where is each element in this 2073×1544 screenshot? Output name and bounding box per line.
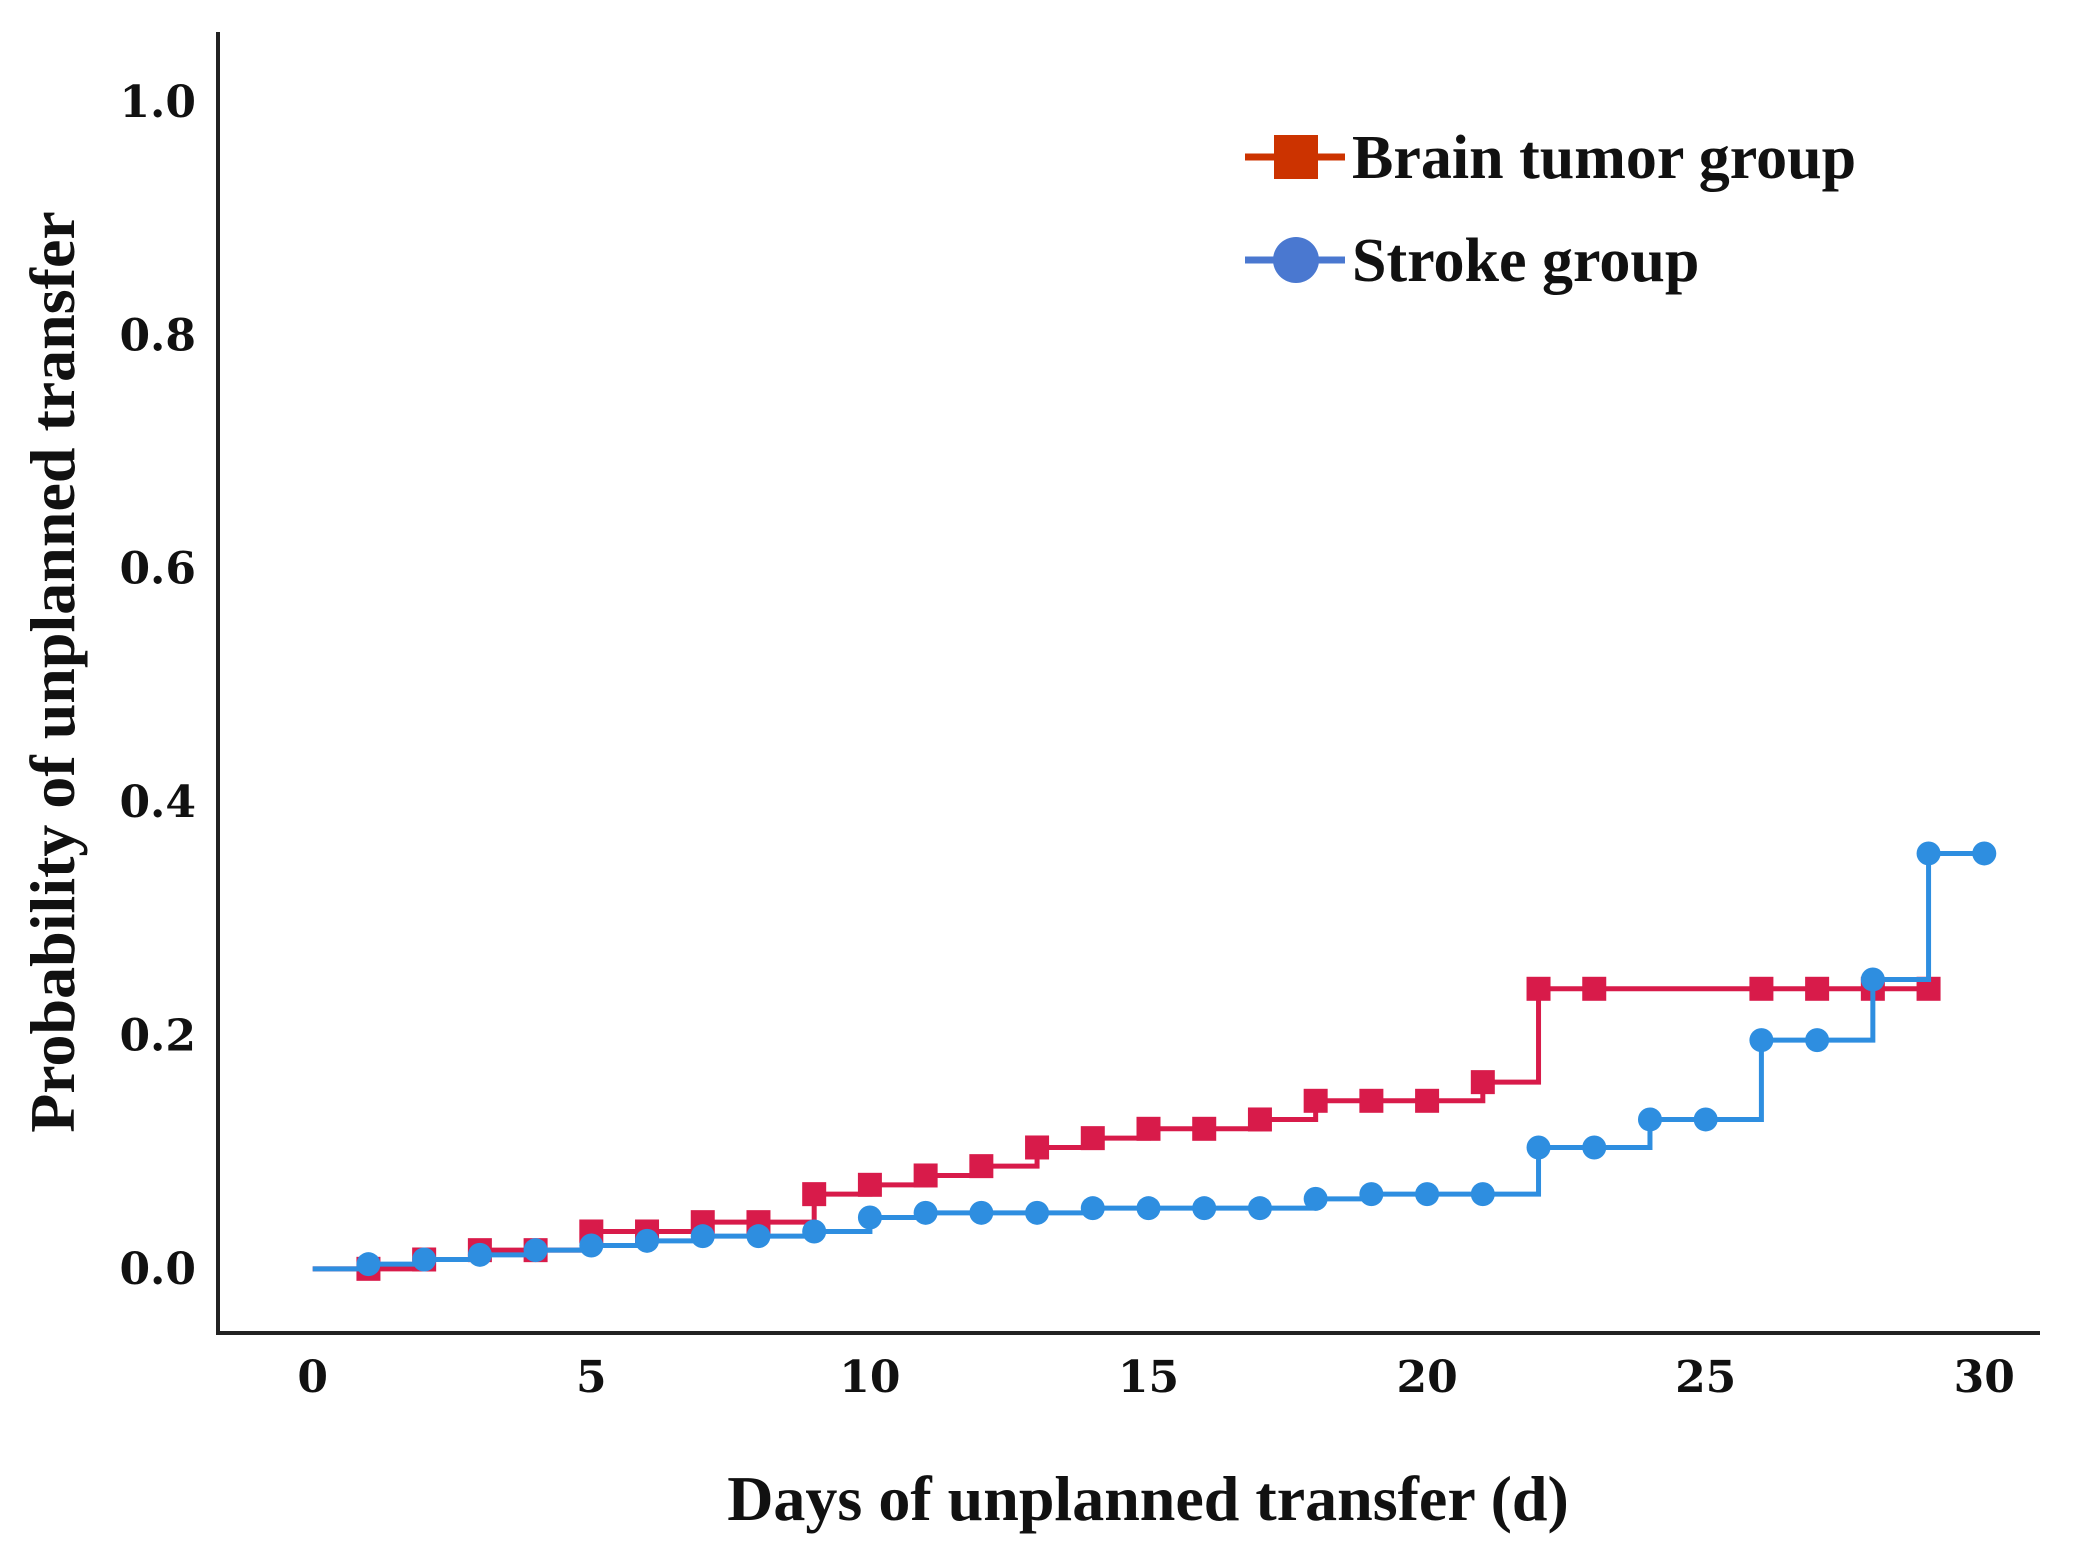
data-point bbox=[802, 1182, 827, 1207]
data-point bbox=[356, 1252, 381, 1277]
data-point bbox=[746, 1224, 771, 1249]
data-point bbox=[857, 1205, 882, 1230]
data-point bbox=[913, 1163, 938, 1188]
data-point bbox=[1582, 976, 1607, 1001]
data-point bbox=[1582, 1135, 1607, 1160]
y-tick-label: 0.2 bbox=[119, 1010, 196, 1061]
x-tick-label: 30 bbox=[1954, 1352, 2015, 1403]
data-point bbox=[1805, 1028, 1830, 1053]
data-point bbox=[1303, 1088, 1328, 1113]
data-point bbox=[1247, 1107, 1272, 1132]
legend: Brain tumor group Stroke group bbox=[1245, 124, 1856, 295]
data-point bbox=[635, 1228, 660, 1253]
data-point bbox=[1415, 1088, 1440, 1113]
y-axis-title: Probability of unplanned transfer bbox=[17, 211, 88, 1133]
legend-item-brain-tumor: Brain tumor group bbox=[1245, 124, 1856, 192]
data-point bbox=[1693, 1107, 1718, 1132]
x-axis-title: Days of unplanned transfer (d) bbox=[727, 1463, 1569, 1534]
legend-marker-circle bbox=[1273, 237, 1319, 283]
series-line bbox=[312, 986, 1929, 1272]
data-point bbox=[1916, 841, 1941, 866]
data-point bbox=[913, 1200, 938, 1225]
legend-item-stroke: Stroke group bbox=[1245, 227, 1699, 295]
data-point bbox=[1470, 1182, 1495, 1207]
data-point bbox=[969, 1200, 994, 1225]
data-point bbox=[1247, 1196, 1272, 1221]
x-tick-label: 0 bbox=[297, 1352, 328, 1403]
data-point bbox=[579, 1233, 604, 1258]
x-tick-label: 5 bbox=[576, 1352, 607, 1403]
x-tick-label: 10 bbox=[839, 1352, 900, 1403]
x-tick-labels: 0 5 10 15 20 25 30 bbox=[297, 1352, 2014, 1403]
data-point bbox=[1025, 1200, 1050, 1225]
data-point bbox=[1136, 1196, 1161, 1221]
data-point bbox=[1359, 1088, 1384, 1113]
data-point bbox=[1749, 976, 1774, 1001]
axes bbox=[216, 32, 2040, 1335]
y-tick-label: 0.0 bbox=[119, 1244, 196, 1295]
data-point bbox=[1080, 1126, 1105, 1151]
data-point bbox=[1415, 1182, 1440, 1207]
y-tick-labels: 0.0 0.2 0.4 0.6 0.8 1.0 bbox=[119, 77, 196, 1295]
x-tick-label: 25 bbox=[1675, 1352, 1736, 1403]
y-tick-label: 0.4 bbox=[119, 777, 196, 828]
data-point bbox=[467, 1242, 492, 1267]
data-point bbox=[412, 1247, 437, 1272]
data-point bbox=[1025, 1135, 1050, 1160]
data-point bbox=[1526, 976, 1551, 1001]
y-tick-label: 1.0 bbox=[119, 77, 196, 128]
data-point bbox=[1972, 841, 1997, 866]
data-point bbox=[1192, 1116, 1217, 1141]
data-point bbox=[969, 1154, 994, 1179]
data-point bbox=[523, 1238, 548, 1263]
legend-label-stroke: Stroke group bbox=[1352, 227, 1699, 295]
y-tick-label: 0.6 bbox=[119, 544, 196, 595]
series-layer bbox=[312, 841, 1997, 1281]
series-stroke bbox=[312, 841, 1997, 1277]
data-point bbox=[1805, 976, 1830, 1001]
data-point bbox=[1860, 967, 1885, 992]
data-point bbox=[1470, 1070, 1495, 1095]
series-brain-tumor bbox=[312, 976, 1941, 1281]
data-point bbox=[802, 1219, 827, 1244]
data-point bbox=[1526, 1135, 1551, 1160]
legend-marker-square bbox=[1274, 135, 1318, 179]
data-point bbox=[1080, 1196, 1105, 1221]
data-point bbox=[857, 1172, 882, 1197]
legend-label-brain-tumor: Brain tumor group bbox=[1352, 124, 1856, 192]
data-point bbox=[1192, 1196, 1217, 1221]
data-point bbox=[1637, 1107, 1662, 1132]
data-point bbox=[1359, 1182, 1384, 1207]
data-point bbox=[1136, 1116, 1161, 1141]
x-tick-label: 15 bbox=[1118, 1352, 1179, 1403]
y-tick-label: 0.8 bbox=[119, 310, 196, 361]
data-point bbox=[1303, 1186, 1328, 1211]
x-tick-label: 20 bbox=[1396, 1352, 1457, 1403]
data-point bbox=[690, 1224, 715, 1249]
data-point bbox=[1749, 1028, 1774, 1053]
